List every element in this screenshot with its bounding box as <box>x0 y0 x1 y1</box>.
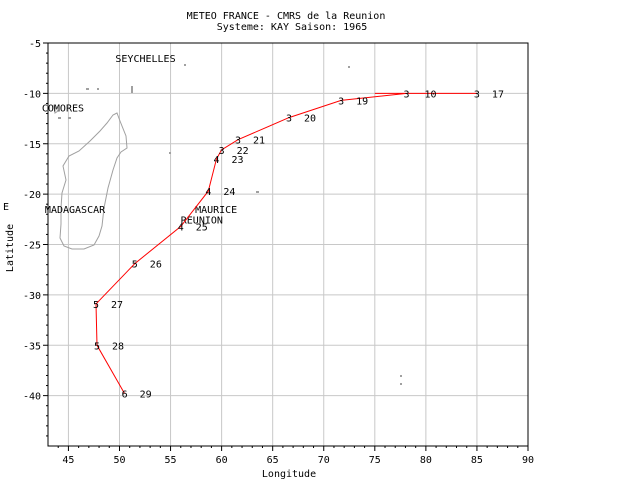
day-label: 23 <box>232 155 244 166</box>
x-axis-label: Longitude <box>262 469 316 480</box>
x-tick-label: 55 <box>165 455 177 466</box>
x-tick-label: 65 <box>267 455 279 466</box>
y-tick-label: -5 <box>29 39 41 50</box>
place-label: COMORES <box>42 103 84 114</box>
intensity-label: 3 <box>235 136 241 147</box>
day-label: 25 <box>196 222 208 233</box>
x-tick-label: 50 <box>113 455 125 466</box>
x-tick-label: 75 <box>369 455 381 466</box>
intensity-label: 3 <box>219 146 225 157</box>
place-label: MADAGASCAR <box>45 205 106 216</box>
y-tick-label: -30 <box>23 291 41 302</box>
island-islet <box>169 152 171 154</box>
x-tick-label: 80 <box>420 455 432 466</box>
madagascar-island <box>59 112 128 250</box>
day-label: 19 <box>356 96 368 107</box>
intensity-label: 5 <box>93 300 99 311</box>
day-label: 22 <box>237 146 249 157</box>
axes: 45 50 55 60 65 70 75 80 85 90-5-10-15-20-25-30-35… <box>23 39 534 466</box>
intensity-label: 3 <box>474 89 480 100</box>
x-tick-label: 70 <box>318 455 330 466</box>
chart-subtitle: Systeme: KAY Saison: 1965 <box>217 22 368 33</box>
place-label: MAURICE <box>195 205 237 216</box>
chart-title: METEO FRANCE - CMRS de la Reunion <box>187 11 386 22</box>
y-axis-side-label: E <box>3 202 9 213</box>
day-label: 24 <box>223 187 235 198</box>
day-label: 26 <box>150 260 162 271</box>
seychelles-islet <box>97 88 99 90</box>
intensity-label: 5 <box>132 260 138 271</box>
x-tick-label: 90 <box>522 455 534 466</box>
landmasses <box>53 64 402 385</box>
comores-islet <box>53 104 59 114</box>
track-line <box>95 92 477 394</box>
intensity-label: 4 <box>213 155 219 166</box>
intensity-label: 3 <box>286 114 292 125</box>
day-label: 10 <box>424 89 436 100</box>
intensity-label: 4 <box>205 187 211 198</box>
seychelles-islet <box>131 86 133 93</box>
place-labels: SEYCHELLES COMORES MADAGASCAR MAURICEREUNIO… <box>42 54 237 226</box>
y-axis-label: Latitude <box>5 224 16 272</box>
day-label: 20 <box>304 114 316 125</box>
y-tick-label: -35 <box>23 341 41 352</box>
day-label: 27 <box>111 300 123 311</box>
y-tick-label: -20 <box>23 190 41 201</box>
island-islet <box>348 66 350 68</box>
intensity-label: 3 <box>338 96 344 107</box>
y-tick-label: -40 <box>23 392 41 403</box>
cyclone-track <box>95 92 477 394</box>
intensity-label: 3 <box>403 89 409 100</box>
y-tick-label: -25 <box>23 241 41 252</box>
x-tick-label: 85 <box>471 455 483 466</box>
place-label: REUNION <box>181 215 223 226</box>
comores-islet <box>58 117 61 119</box>
day-label: 29 <box>140 390 152 401</box>
comores-islet <box>68 117 71 119</box>
day-label: 17 <box>492 89 504 100</box>
day-label: 21 <box>253 136 265 147</box>
seychelles-islet <box>86 88 89 90</box>
place-label: SEYCHELLES <box>115 54 175 65</box>
intensity-label: 5 <box>94 341 100 352</box>
day-label: 28 <box>112 341 124 352</box>
island-islet <box>400 383 402 385</box>
intensity-label: 6 <box>122 390 128 401</box>
intensity-label: 4 <box>178 222 184 233</box>
x-tick-label: 45 <box>62 455 74 466</box>
island-islet <box>256 191 259 193</box>
y-tick-label: -15 <box>23 140 41 151</box>
y-tick-label: -10 <box>23 89 41 100</box>
x-tick-label: 60 <box>216 455 228 466</box>
island-islet <box>184 64 186 66</box>
island-islet <box>400 375 402 377</box>
